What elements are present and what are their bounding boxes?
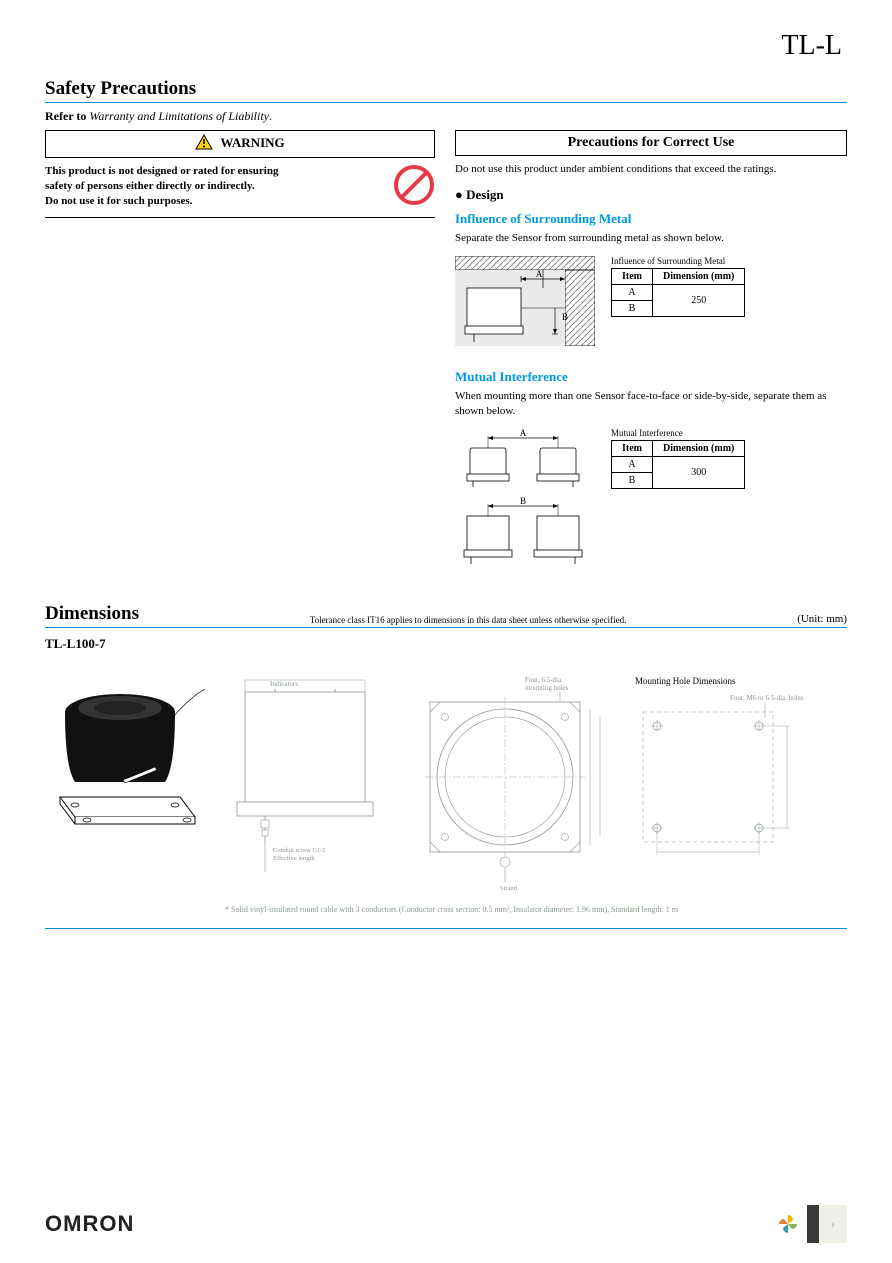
surround-th-item: Item <box>612 268 653 284</box>
clover-icon <box>773 1205 803 1243</box>
svg-text:Strand: Strand <box>500 885 518 892</box>
mutual-th-item: Item <box>612 441 653 457</box>
svg-text:A: A <box>536 269 543 279</box>
mutual-td-b: B <box>612 473 653 489</box>
sensor-side-view: Indicators Conduit screw G1/2 Effective … <box>215 672 395 897</box>
precautions-intro: Do not use this product under ambient co… <box>455 162 847 177</box>
svg-text:B: B <box>562 312 568 322</box>
warning-box: WARNING <box>45 130 435 158</box>
warning-label: WARNING <box>220 135 284 150</box>
dimensions-title: Dimensions <box>45 603 139 625</box>
bottom-rule <box>45 928 847 929</box>
refer-prefix: Refer to <box>45 109 89 123</box>
warning-line1: This product is not designed or rated fo… <box>45 165 278 177</box>
warning-text-block: This product is not designed or rated fo… <box>45 158 435 218</box>
brand-logo: OMRON <box>45 1211 134 1237</box>
svg-text:Conduit screw G1/2: Conduit screw G1/2 <box>273 847 325 854</box>
svg-text:Four, M6 or 6.5-dia. holes: Four, M6 or 6.5-dia. holes <box>730 694 804 702</box>
mutual-td-value: 300 <box>653 457 745 489</box>
surround-table-caption: Influence of Surrounding Metal <box>611 256 745 266</box>
design-bullet: ● Design <box>455 187 847 203</box>
model-name: TL-L100-7 <box>45 636 847 652</box>
refer-line: Refer to Warranty and Limitations of Lia… <box>45 109 847 124</box>
mutual-td-a: A <box>612 457 653 473</box>
safety-precautions-title: Safety Precautions <box>45 78 847 103</box>
tab-page-arrow: › <box>819 1205 847 1243</box>
svg-text:Effective length: Effective length <box>273 855 315 862</box>
svg-text:Indicators: Indicators <box>270 680 298 688</box>
svg-text:A: A <box>520 428 527 438</box>
sensor-front-view: Four, 6.5-dia. mounting holes Strand <box>405 672 605 897</box>
product-code: TL-L <box>781 30 842 62</box>
warning-line2: safety of persons either directly or ind… <box>45 180 255 192</box>
mutual-th-dim: Dimension (mm) <box>653 441 745 457</box>
page-tab: › <box>773 1205 847 1243</box>
warning-line3: Do not use it for such purposes. <box>45 195 192 207</box>
sensor-3d-view <box>45 672 205 847</box>
mutual-interference-heading: Mutual Interference <box>455 369 847 385</box>
surrounding-metal-diagram: A B <box>455 256 595 351</box>
dimension-drawings: Indicators Conduit screw G1/2 Effective … <box>45 672 847 897</box>
warning-triangle-icon <box>195 134 213 154</box>
mutual-table: Item Dimension (mm) A 300 B <box>611 440 745 489</box>
precautions-box: Precautions for Correct Use <box>455 130 847 156</box>
surrounding-metal-table-block: Influence of Surrounding Metal Item Dime… <box>611 256 745 317</box>
mutual-table-caption: Mutual Interference <box>611 428 745 438</box>
mutual-interference-text: When mounting more than one Sensor face-… <box>455 389 847 419</box>
footer: OMRON › <box>45 1205 847 1243</box>
warning-description: This product is not designed or rated fo… <box>45 164 383 209</box>
surround-th-dim: Dimension (mm) <box>653 268 745 284</box>
dimensions-header: Dimensions Tolerance class IT16 applies … <box>45 603 847 628</box>
cable-footnote-text: * Solid vinyl-insulated round cable with… <box>225 905 678 914</box>
cable-footnote: * Solid vinyl-insulated round cable with… <box>225 905 847 915</box>
mounting-holes-view: Mounting Hole Dimensions Four, M6 or 6.5… <box>615 672 815 877</box>
tab-dark <box>807 1205 819 1243</box>
svg-text:Mounting Hole Dimensions: Mounting Hole Dimensions <box>635 676 736 686</box>
surround-table: Item Dimension (mm) A 250 B <box>611 268 745 317</box>
svg-text:Four, 6.5-dia.: Four, 6.5-dia. <box>525 676 563 684</box>
dimensions-note: Tolerance class IT16 applies to dimensio… <box>139 615 797 625</box>
refer-italic: Warranty and Limitations of Liability <box>89 109 269 123</box>
surrounding-metal-heading: Influence of Surrounding Metal <box>455 211 847 227</box>
dimensions-unit: (Unit: mm) <box>797 613 847 625</box>
mutual-interference-diagram: A B <box>455 428 595 573</box>
svg-text:B: B <box>520 496 526 506</box>
refer-suffix: . <box>269 109 272 123</box>
surround-td-a: A <box>612 284 653 300</box>
svg-text:mounting holes: mounting holes <box>525 684 569 692</box>
surround-td-b: B <box>612 300 653 316</box>
surrounding-metal-text: Separate the Sensor from surrounding met… <box>455 231 847 246</box>
left-column: WARNING This product is not designed or … <box>45 130 435 573</box>
right-column: Precautions for Correct Use Do not use t… <box>455 130 847 573</box>
prohibit-icon <box>393 164 435 211</box>
surround-td-value: 250 <box>653 284 745 316</box>
mutual-table-block: Mutual Interference Item Dimension (mm) … <box>611 428 745 489</box>
